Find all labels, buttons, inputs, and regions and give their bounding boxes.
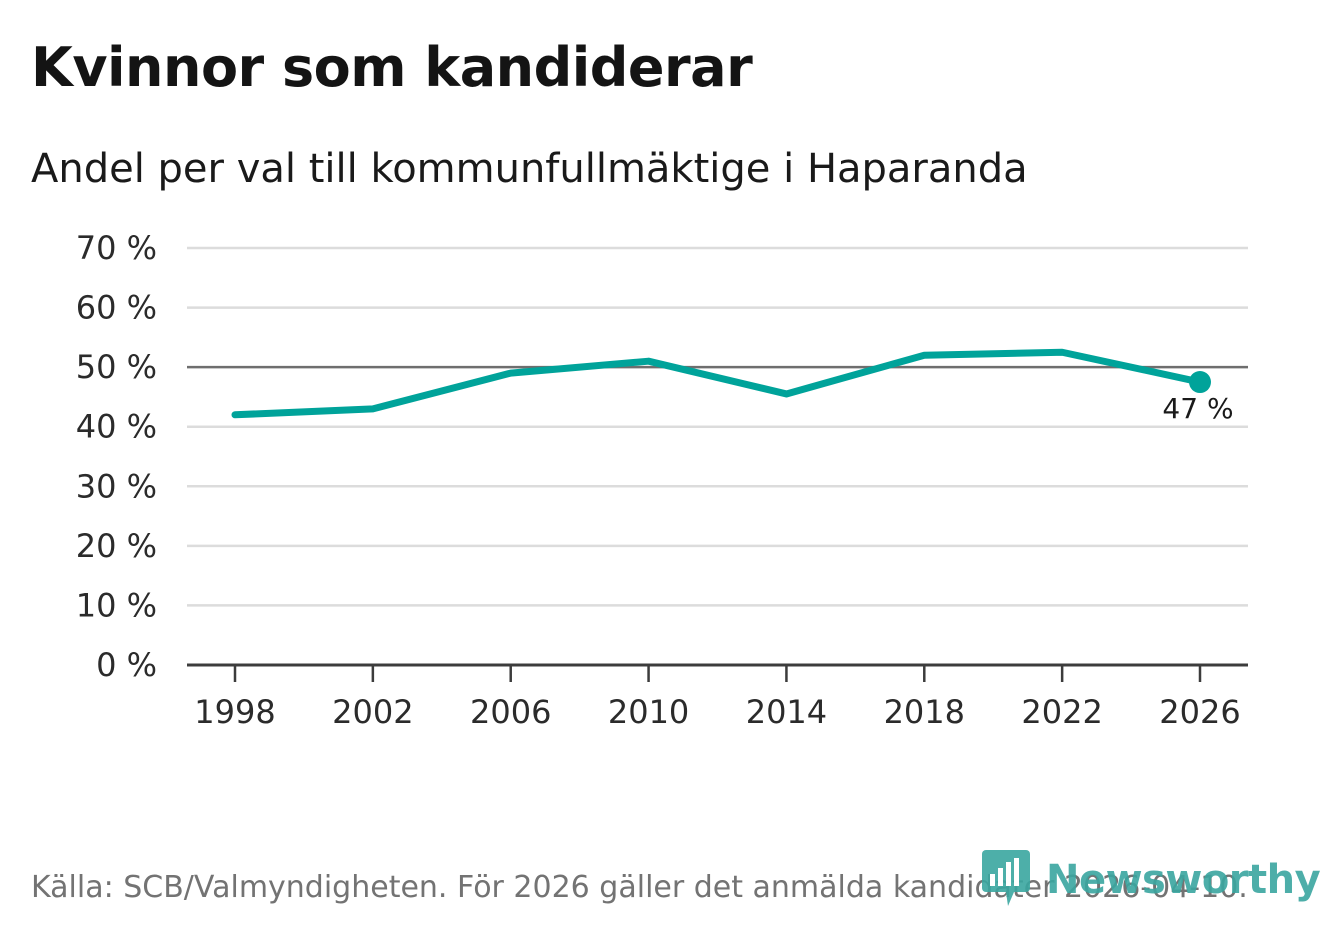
x-tick-label: 2002: [332, 693, 413, 731]
chart-title: Kvinnor som kandiderar: [31, 36, 753, 99]
x-tick-label: 2014: [746, 693, 827, 731]
y-tick-label: 10 %: [76, 586, 157, 624]
end-value-label: 47 %: [1162, 392, 1233, 425]
gridlines: [187, 246, 1248, 607]
y-tick-label: 0 %: [96, 646, 157, 684]
x-tick-label: 2006: [470, 693, 551, 731]
x-axis-ticks: 1998 2002 2006 2010 2014 2018 2022 2026: [194, 665, 1241, 731]
brand-name: Newsworthy: [1046, 857, 1321, 903]
chart-subtitle: Andel per val till kommunfullmäktige i H…: [31, 146, 1028, 192]
x-tick-label: 1998: [194, 693, 275, 731]
x-tick-label: 2018: [884, 693, 965, 731]
x-tick-label: 2010: [608, 693, 689, 731]
brand-logo: Newsworthy: [982, 850, 1321, 910]
x-tick-label: 2026: [1159, 693, 1240, 731]
y-tick-label: 70 %: [76, 229, 157, 267]
x-tick-label: 2022: [1021, 693, 1102, 731]
source-note: Källa: SCB/Valmyndigheten. För 2026 gäll…: [31, 870, 1248, 905]
y-tick-label: 60 %: [76, 289, 157, 327]
newsworthy-logo-icon: [982, 850, 1030, 906]
y-axis-ticks: 0 % 10 % 20 % 30 % 40 % 50 % 60 % 70 %: [76, 229, 157, 684]
series-line: [231, 348, 1204, 419]
y-tick-label: 30 %: [76, 467, 157, 505]
y-tick-label: 40 %: [76, 408, 157, 446]
series: 47 %: [231, 348, 1234, 425]
y-tick-label: 20 %: [76, 527, 157, 565]
y-tick-label: 50 %: [76, 348, 157, 386]
end-point-marker: [1189, 371, 1211, 394]
